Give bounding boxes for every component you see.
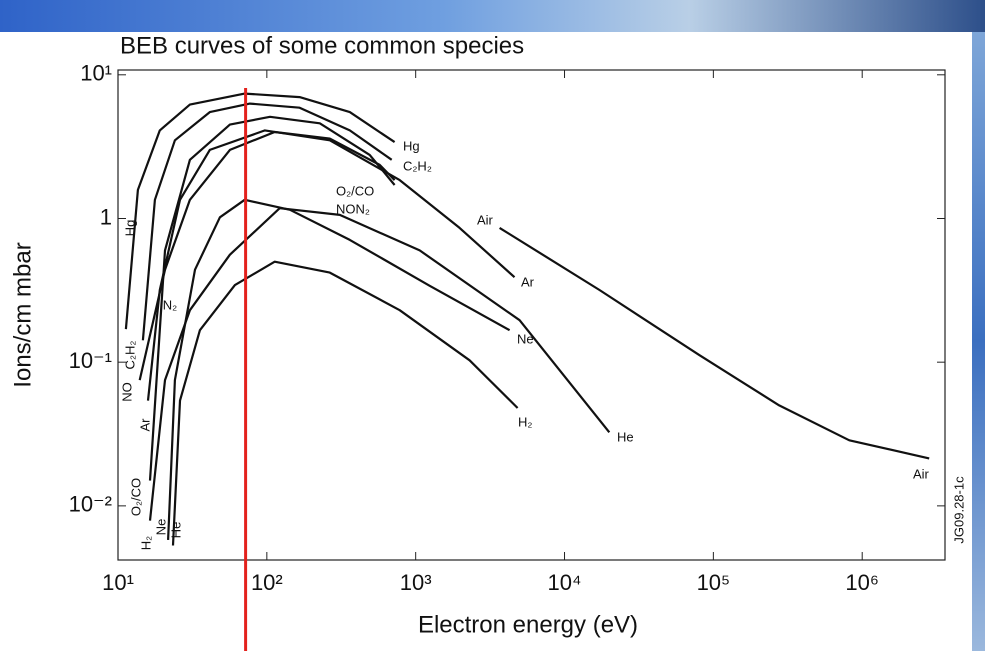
curve-label: Ne <box>517 331 534 346</box>
curve-label-left: Ar <box>137 418 152 432</box>
series-line <box>499 226 930 460</box>
y-tick-label: 10¹ <box>80 61 112 86</box>
curve-label: He <box>617 429 634 444</box>
x-tick-label: 10³ <box>400 570 432 595</box>
series-line <box>148 207 611 521</box>
curve-label: Hg <box>403 138 420 153</box>
y-tick-label: 1 <box>100 204 112 229</box>
curve-label: Ar <box>521 274 535 289</box>
plot-frame <box>117 69 946 561</box>
curve-label: O₂/CO <box>336 183 374 198</box>
y-tick-label: 10⁻² <box>69 492 112 517</box>
x-tick-label: 10⁶ <box>845 570 879 595</box>
series-line <box>167 198 511 540</box>
series-line <box>124 92 396 330</box>
figure-code: JG09.28-1c <box>951 476 966 544</box>
x-tick-label: 10² <box>251 570 283 595</box>
curve-label-left: NO <box>119 382 134 402</box>
curve-label-left: Hg <box>122 220 137 237</box>
series-line <box>141 102 393 341</box>
series-line <box>171 260 519 546</box>
series-line <box>146 129 516 401</box>
curve-label-left: C₂H₂ <box>122 341 137 370</box>
series-line <box>138 130 396 381</box>
chart-title: BEB curves of some common species <box>120 32 524 59</box>
y-tick-label: 10⁻¹ <box>69 348 112 373</box>
x-tick-label: 10⁵ <box>697 570 731 595</box>
series-line <box>148 115 396 481</box>
curve-label: C₂H₂ <box>403 158 432 173</box>
x-axis-label: Electron energy (eV) <box>418 611 638 638</box>
banner <box>0 0 985 32</box>
curve-label: Air <box>477 212 494 227</box>
curve-label: NON₂ <box>336 201 370 216</box>
side-strip <box>972 32 985 651</box>
x-tick-label: 10⁴ <box>548 570 582 595</box>
curve-label-left: Ne <box>153 519 168 536</box>
curve-label-left: O₂/CO <box>128 478 143 516</box>
curve-label-left: He <box>168 522 183 539</box>
curve-label: Air <box>913 466 930 481</box>
curve-label-left: N₂ <box>163 297 177 312</box>
curve-label-left: H₂ <box>138 536 153 550</box>
x-tick-label: 10¹ <box>102 570 134 595</box>
curve-label: H₂ <box>518 414 532 429</box>
y-axis-label: Ions/cm mbar <box>9 242 36 387</box>
